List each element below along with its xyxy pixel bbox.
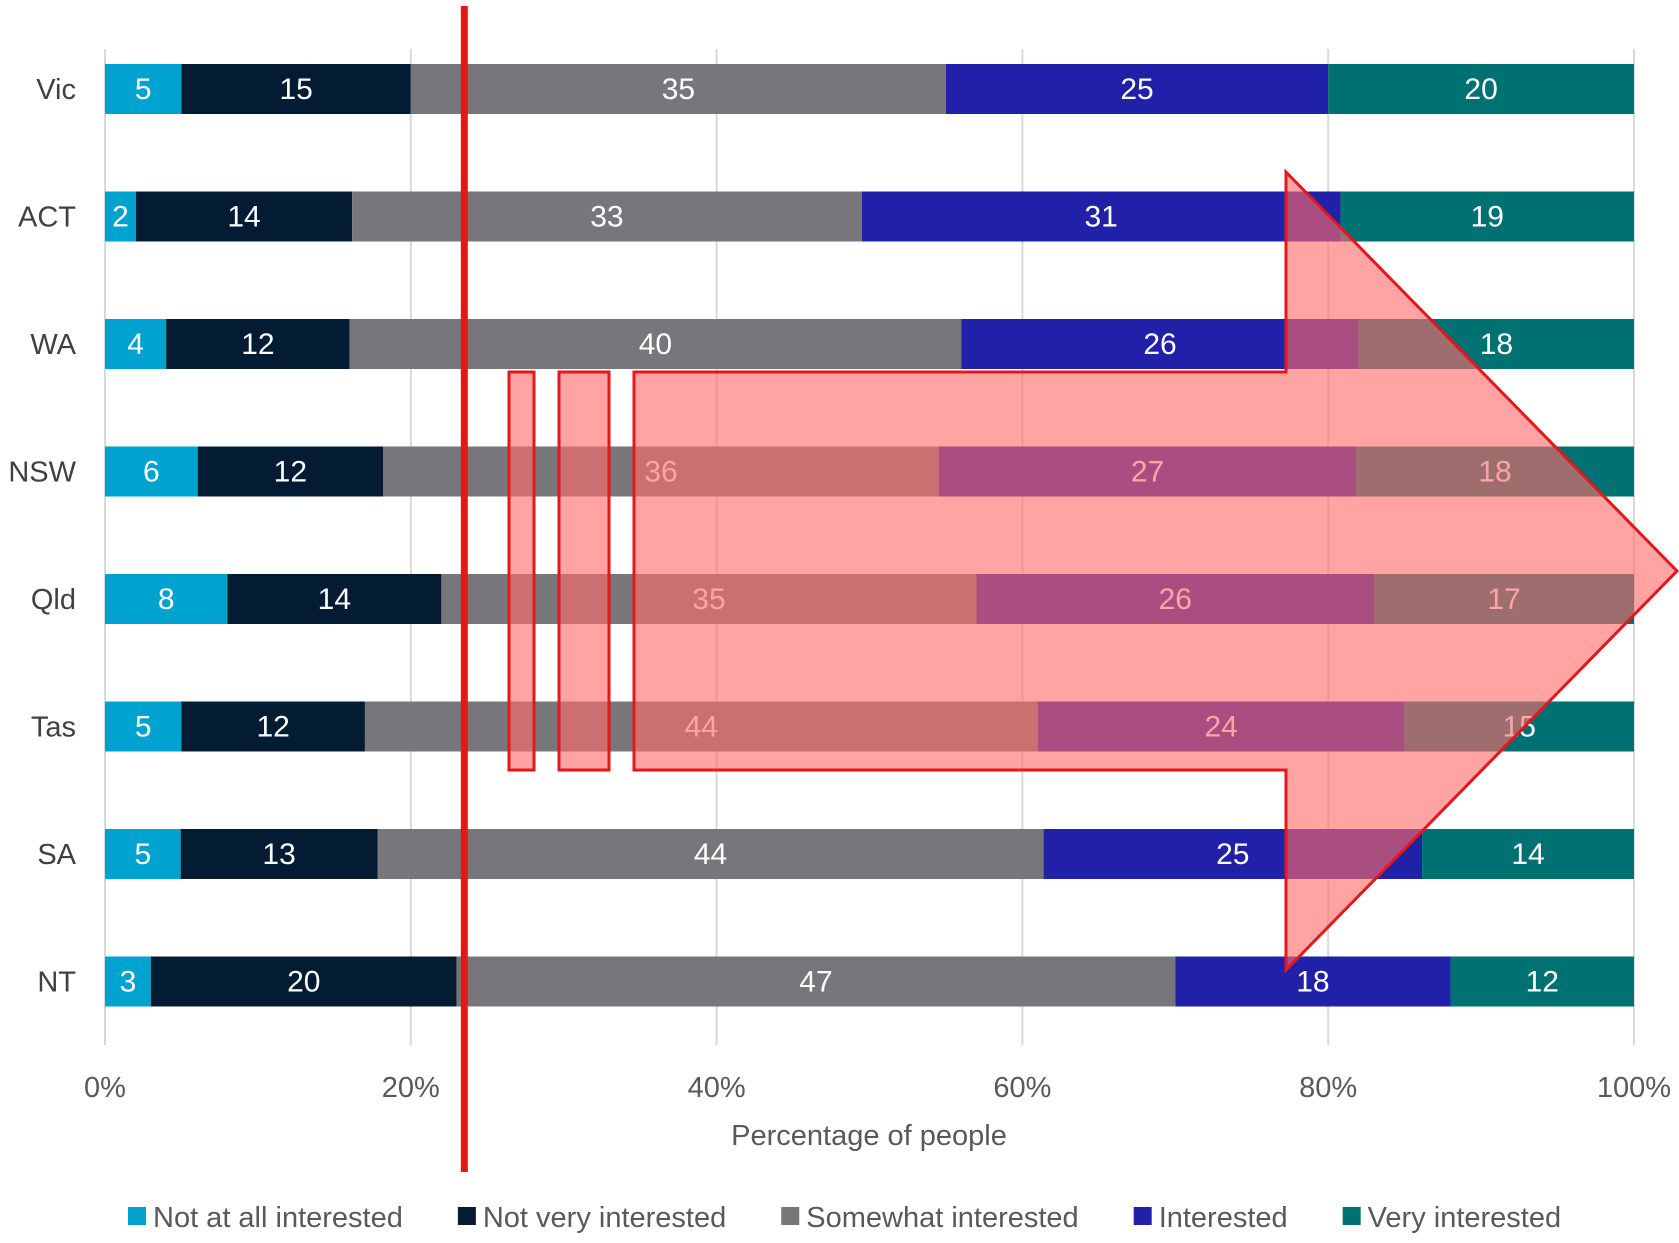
category-label: WA [30, 329, 76, 361]
bar-segment [180, 829, 378, 879]
data-label: 35 [662, 73, 695, 106]
data-label: 44 [694, 838, 727, 871]
category-label: Vic [36, 74, 76, 106]
data-label: 5 [135, 73, 152, 106]
data-label: 13 [262, 838, 295, 871]
block-arrow [632, 168, 1679, 974]
data-label: 20 [287, 966, 320, 999]
data-label: 26 [1143, 328, 1176, 361]
legend-label: Very interested [1368, 1202, 1561, 1234]
data-label: 25 [1120, 73, 1153, 106]
data-label: 31 [1084, 201, 1117, 234]
legend-swatch [1133, 1207, 1152, 1225]
legend-label: Not very interested [483, 1202, 726, 1234]
bar-segment [1328, 64, 1634, 114]
bar-segment [105, 191, 136, 242]
data-label: 12 [241, 328, 274, 361]
bar-segment [1450, 956, 1634, 1007]
data-label: 5 [135, 711, 152, 744]
data-label: 8 [158, 583, 175, 616]
x-tick-label: 80% [1299, 1072, 1357, 1104]
legend-swatch [128, 1207, 146, 1225]
data-label: 19 [1471, 201, 1504, 234]
x-tick-labels: 0% 20% 40% 60% 80% 100% [84, 1072, 1671, 1104]
bar-segment [352, 191, 862, 242]
data-label: 14 [318, 583, 351, 616]
legend-label: Interested [1159, 1202, 1288, 1234]
data-label: 18 [1480, 328, 1513, 361]
category-label: NT [37, 967, 76, 999]
data-label: 2 [112, 201, 129, 234]
category-label: NSW [8, 457, 76, 489]
arrow-stripe [507, 370, 536, 772]
bar-segment [1340, 191, 1634, 242]
bar-segment [410, 64, 946, 114]
bar-segment [181, 64, 411, 114]
data-label: 14 [227, 201, 260, 234]
x-tick-label: 40% [688, 1072, 746, 1104]
data-label: 6 [143, 456, 160, 489]
legend: Not at all interested Not very interested… [128, 1202, 1561, 1234]
category-labels: Vic ACT WA NSW Qld Tas SA NT [8, 74, 76, 999]
x-tick-label: 20% [382, 1072, 440, 1104]
x-tick-label: 100% [1597, 1072, 1671, 1104]
bar-segment [1422, 829, 1634, 879]
data-label: 12 [274, 456, 307, 489]
bar-segment [105, 574, 228, 624]
data-label: 4 [127, 328, 144, 361]
category-label: SA [37, 839, 76, 871]
annotation-overlay [460, 6, 1679, 1172]
data-label: 40 [639, 328, 672, 361]
bar-segment [197, 446, 383, 497]
data-label: 47 [799, 966, 832, 999]
bar-segment [105, 64, 182, 114]
legend-swatch [1342, 1207, 1361, 1225]
bar-segment [105, 829, 181, 879]
bar-segment [377, 829, 1044, 879]
arrow-stripe [557, 370, 611, 772]
data-label: 33 [590, 201, 623, 234]
bar-segment [227, 574, 442, 624]
bar-segment [166, 319, 350, 369]
data-label: 18 [1296, 966, 1329, 999]
bar-segment [456, 956, 1176, 1007]
bar-segment [181, 701, 365, 752]
bar-segment [105, 319, 167, 369]
data-label: 15 [279, 73, 312, 106]
bar-segment [105, 446, 198, 497]
x-tick-label: 60% [993, 1072, 1051, 1104]
bar-segment [1175, 956, 1451, 1007]
legend-swatch [781, 1207, 800, 1225]
data-label: 12 [257, 711, 290, 744]
legend-label: Not at all interested [153, 1202, 403, 1234]
data-label: 3 [120, 966, 137, 999]
bar-segment [105, 956, 151, 1007]
legend-label: Somewhat interested [806, 1202, 1078, 1234]
bar-segment [135, 191, 353, 242]
data-label: 5 [135, 838, 152, 871]
x-axis-label: Percentage of people [731, 1120, 1007, 1152]
category-label: ACT [18, 202, 76, 234]
data-label: 25 [1216, 838, 1249, 871]
bar-segment [150, 956, 457, 1007]
legend-swatch [457, 1207, 476, 1225]
bar-segment [945, 64, 1329, 114]
bar-segment [105, 701, 182, 752]
data-label: 14 [1511, 838, 1544, 871]
category-label: Qld [31, 584, 76, 616]
data-label: 20 [1464, 73, 1497, 106]
bar-segment [861, 191, 1341, 242]
data-label: 12 [1526, 966, 1559, 999]
bar-segment [349, 319, 962, 369]
category-label: Tas [31, 712, 76, 744]
x-tick-label: 0% [84, 1072, 126, 1104]
